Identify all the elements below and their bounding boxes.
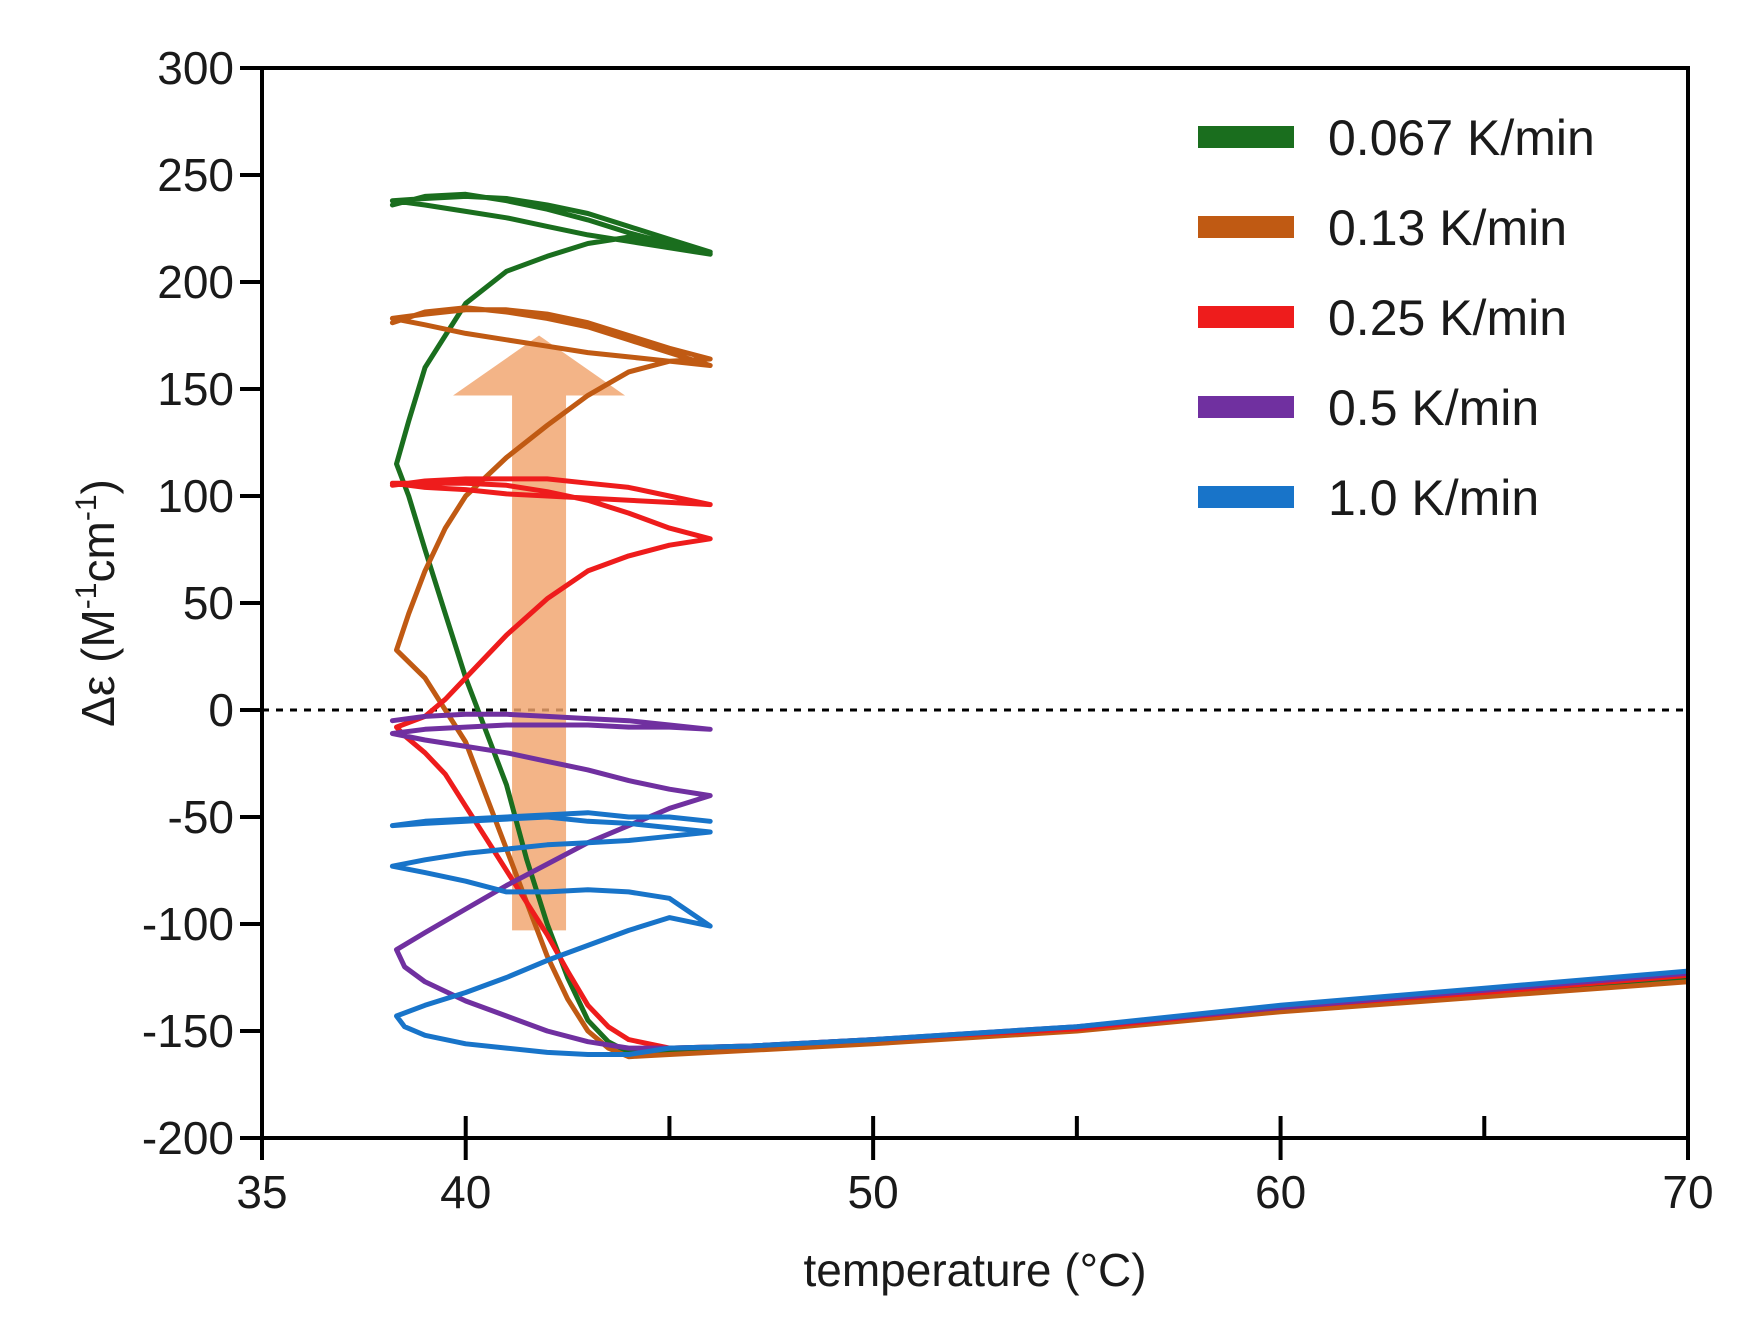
series-line-1 — [389, 191, 1688, 1055]
legend-label-4: 0.5 K/min — [1328, 380, 1539, 436]
x-tick-label: 50 — [848, 1166, 899, 1218]
x-tick-label: 35 — [236, 1166, 287, 1218]
series-line-5 — [389, 810, 1688, 1057]
y-axis-unit-suffix: ) — [72, 479, 124, 494]
y-tick-label: -50 — [168, 791, 234, 843]
y-tick-label: 150 — [157, 363, 234, 415]
y-tick-label: 0 — [208, 684, 234, 736]
x-tick-label: 60 — [1255, 1166, 1306, 1218]
series-line-4 — [389, 711, 1688, 1051]
trend-arrow — [453, 335, 626, 931]
y-tick-label: 50 — [183, 577, 234, 629]
y-tick-label: 300 — [157, 42, 234, 94]
y-axis-unit-mid: cm — [72, 521, 124, 582]
y-axis-symbol: Δε — [72, 676, 124, 727]
y-axis-title: Δε (M-1cm-1) — [70, 479, 124, 727]
y-tick-label: -150 — [142, 1005, 234, 1057]
trend-arrow-layer — [453, 335, 626, 931]
x-tick-label: 70 — [1662, 1166, 1713, 1218]
y-tick-label: 100 — [157, 470, 234, 522]
x-axis-title: temperature (°C) — [803, 1244, 1146, 1296]
legend-label-1: 0.067 K/min — [1328, 110, 1595, 166]
y-tick-label: 250 — [157, 149, 234, 201]
series-layer — [389, 191, 1688, 1060]
legend-label-2: 0.13 K/min — [1328, 200, 1567, 256]
y-axis-exp1: -1 — [70, 583, 103, 610]
y-tick-label: 200 — [157, 256, 234, 308]
legend-label-5: 1.0 K/min — [1328, 470, 1539, 526]
y-axis-unit-prefix: (M — [72, 609, 124, 675]
series-line-3 — [389, 476, 1688, 1051]
y-tick-label: -200 — [142, 1112, 234, 1164]
x-tick-label: 40 — [440, 1166, 491, 1218]
legend: 0.067 K/min 0.13 K/min 0.25 K/min 0.5 K/min… — [1198, 110, 1595, 526]
y-axis-exp2: -1 — [70, 494, 103, 521]
legend-label-3: 0.25 K/min — [1328, 290, 1567, 346]
y-tick-label: -100 — [142, 898, 234, 950]
series-line-2 — [389, 305, 1688, 1060]
